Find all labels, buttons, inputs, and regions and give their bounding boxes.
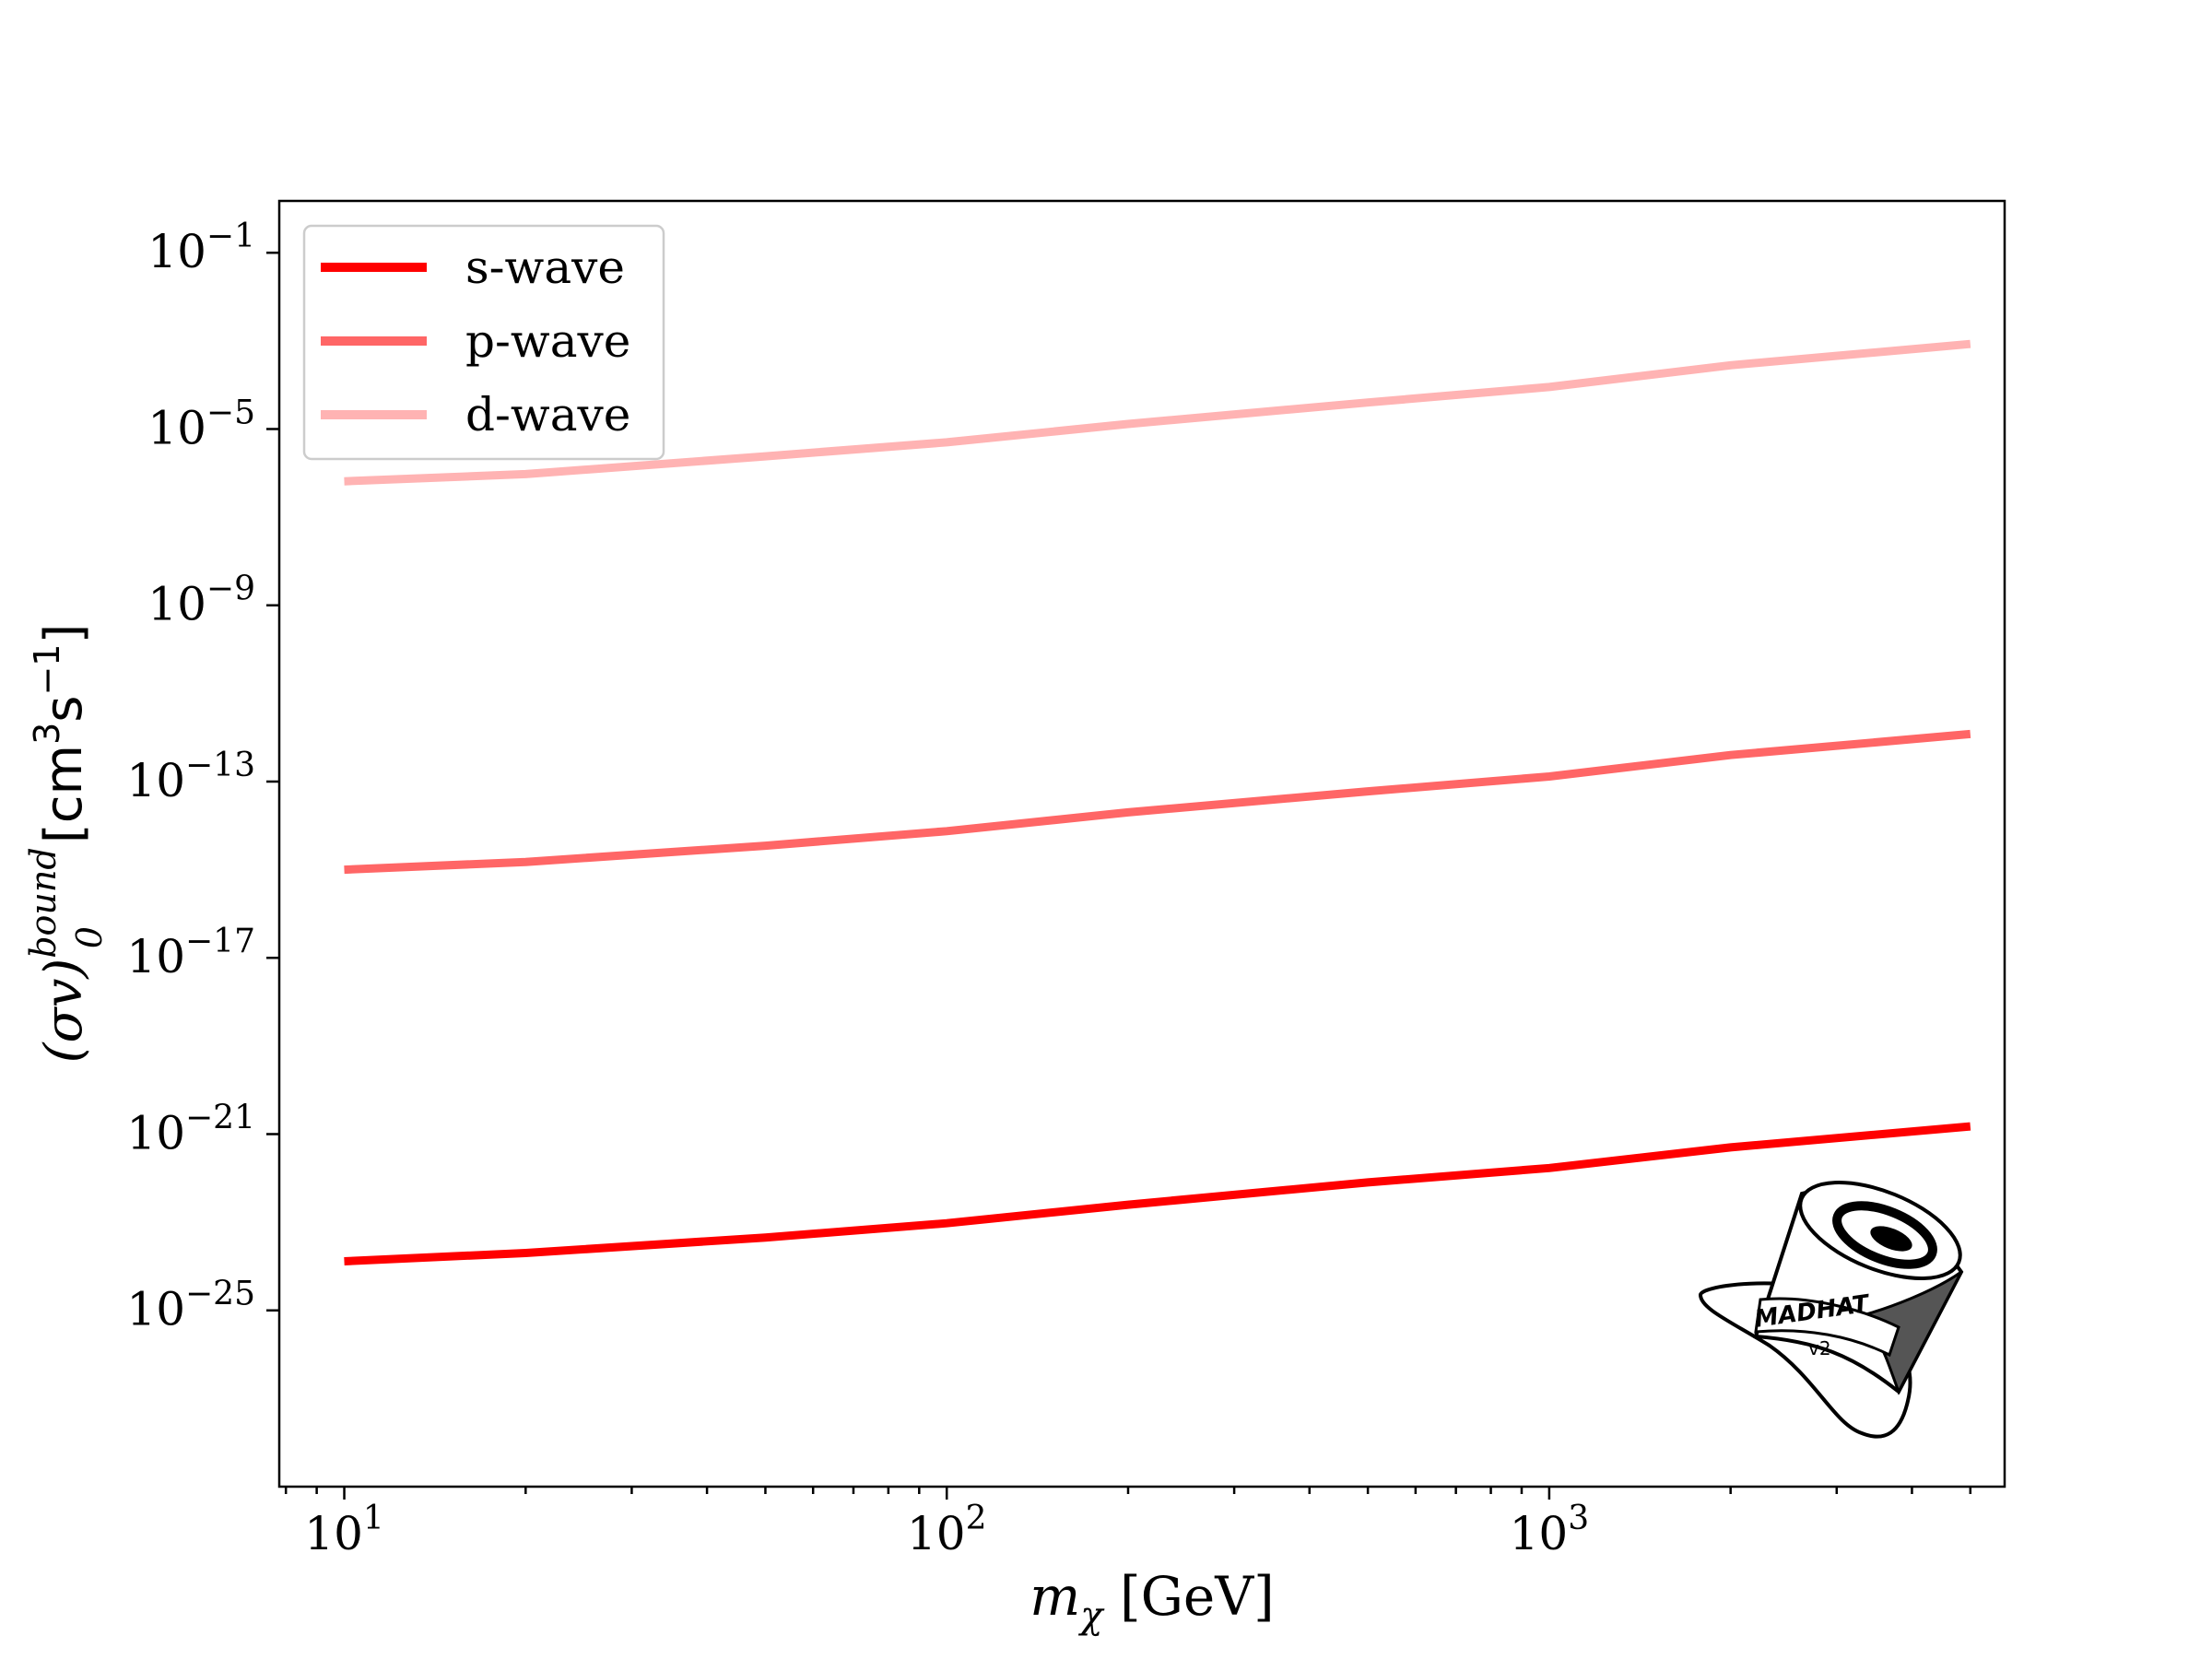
series-layer — [344, 339, 1971, 1265]
series-line-p-wave — [344, 729, 1971, 875]
y-axis-label-sup: bound — [23, 847, 64, 958]
y-tick-label-base: 10 — [126, 1106, 185, 1159]
y-tick-label-exp: −5 — [206, 394, 255, 431]
y-tick-label: 10−21 — [126, 1099, 255, 1159]
y-axis-label-unit-sup-a: 3 — [27, 723, 67, 745]
x-ticks: 101 102 103 — [284, 1487, 1972, 1560]
y-tick-label: 10−17 — [126, 923, 255, 983]
spiral-icon-inner — [1870, 1226, 1912, 1252]
x-axis-label: mχ [GeV] — [1030, 1565, 1275, 1637]
x-tick-label-exp: 2 — [966, 1500, 987, 1537]
x-tick-label-base: 10 — [304, 1507, 363, 1560]
y-tick-label: 10−1 — [147, 218, 255, 278]
y-tick-label: 10−9 — [147, 571, 255, 631]
legend-entries: s-wave p-wave d-wave — [321, 241, 630, 441]
x-axis-label-main: m — [1030, 1565, 1080, 1628]
y-tick-label-base: 10 — [147, 401, 206, 454]
x-tick-label-base: 10 — [1510, 1507, 1569, 1560]
x-tick-label: 103 — [1510, 1500, 1590, 1560]
legend-label-s-wave: s-wave — [465, 241, 625, 294]
legend-label-d-wave: d-wave — [465, 388, 630, 441]
hat-icon — [1698, 1180, 1964, 1439]
y-axis-label-unit-a: [cm — [34, 745, 94, 843]
y-axis-label-main: (σv) — [34, 959, 94, 1064]
hat-band — [1754, 1297, 1900, 1358]
y-tick-label-exp: −25 — [185, 1276, 255, 1313]
x-tick-label-exp: 3 — [1568, 1500, 1589, 1537]
y-tick-label: 10−25 — [126, 1276, 255, 1336]
y-tick-label-base: 10 — [126, 930, 185, 983]
y-tick-label-exp: −13 — [185, 747, 255, 784]
legend-box — [302, 224, 665, 461]
y-tick-label-base: 10 — [147, 225, 206, 278]
logo-version: v2 — [1808, 1337, 1831, 1359]
y-tick-label-exp: −1 — [206, 218, 255, 255]
y-tick-label-base: 10 — [147, 578, 206, 631]
x-tick-label: 102 — [907, 1500, 987, 1560]
spiral-icon — [1832, 1201, 1937, 1269]
y-axis-label: (σv)bound 0 [cm3s−1] — [23, 624, 110, 1064]
plot-frame — [277, 199, 2006, 1488]
y-tick-label-base: 10 — [126, 1283, 185, 1336]
y-tick-label-exp: −21 — [185, 1099, 255, 1136]
y-tick-label-exp: −17 — [185, 923, 255, 960]
x-axis-label-space — [1103, 1565, 1120, 1628]
y-tick-label-base: 10 — [126, 754, 185, 807]
y-axis-label-unit-b: s — [34, 696, 94, 723]
x-tick-label-exp: 1 — [363, 1500, 384, 1537]
y-tick-label-exp: −9 — [206, 571, 255, 608]
legend-label-p-wave: p-wave — [465, 314, 630, 368]
legend: s-wave p-wave d-wave — [302, 224, 665, 461]
y-axis-label-unit-sup-b: −1 — [27, 644, 67, 696]
y-axis-label-unit-c: ] — [34, 624, 94, 644]
y-tick-label: 10−5 — [147, 394, 255, 454]
y-axis-label-sub: 0 — [69, 926, 110, 948]
x-tick-label-base: 10 — [907, 1507, 966, 1560]
series-line-s-wave — [344, 1122, 1971, 1265]
madhat-logo: MADHAT v2 — [1698, 1180, 1964, 1439]
y-tick-label: 10−13 — [126, 747, 255, 807]
x-tick-label: 101 — [304, 1500, 384, 1560]
x-axis-label-unit: [GeV] — [1120, 1565, 1275, 1628]
x-axis-label-sub: χ — [1077, 1594, 1105, 1637]
series-line-d-wave — [344, 339, 1971, 486]
